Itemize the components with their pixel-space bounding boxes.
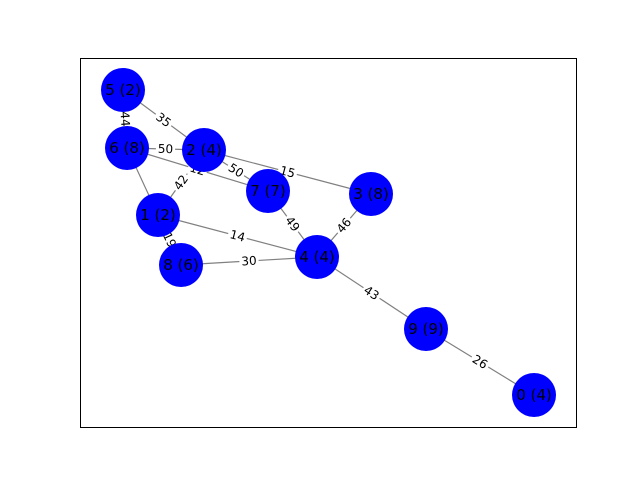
edge-weight-label: 50: [155, 141, 176, 157]
node-0: 0 (4): [512, 373, 556, 417]
edge-weight-bg: [468, 351, 492, 373]
node-1: 1 (2): [136, 193, 180, 237]
edge-weight-text: 50: [226, 160, 246, 180]
edge-weight-text: 44: [117, 111, 132, 127]
edge-weight-bg: [155, 141, 176, 157]
edge-weight-label: 30: [239, 253, 259, 269]
edge-weight-bg: [239, 253, 259, 269]
edge-weight-label: 26: [468, 351, 492, 373]
node-label: 0 (4): [516, 386, 552, 404]
node-3: 3 (8): [349, 172, 393, 216]
node-label: 7 (7): [250, 182, 286, 200]
node-label: 2 (4): [186, 141, 222, 159]
node-circle: [512, 373, 556, 417]
node-2: 2 (4): [182, 128, 226, 172]
node-label: 3 (8): [353, 185, 389, 203]
edge-weight-text: 43: [361, 283, 381, 303]
edge-weight-bg: [332, 213, 356, 238]
edge-weight-label: 14: [226, 226, 249, 246]
edge-weight-bg: [117, 108, 133, 130]
edge-weight-text: 46: [334, 215, 355, 236]
node-9: 9 (9): [404, 307, 448, 351]
node-circle: [101, 68, 145, 112]
edge-weight-bg: [359, 281, 384, 305]
edge-weight-text: 30: [241, 254, 257, 269]
node-circle: [182, 128, 226, 172]
edge-weight-bg: [169, 170, 193, 195]
node-5: 5 (2): [101, 68, 145, 112]
edge-labels-layer: 3544501250154219143049464326: [117, 108, 492, 373]
node-label: 1 (2): [140, 206, 176, 224]
edge-weight-text: 35: [153, 110, 174, 130]
edge-weight-label: 44: [117, 108, 133, 130]
nodes-layer: 0 (4) 1 (2) 2 (4) 3 (8) 4 (4) 5 (2) 6 (8) 7 (7)…: [101, 68, 556, 417]
edge-weight-text: 42: [171, 172, 191, 193]
node-circle: [295, 235, 339, 279]
node-label: 6 (8): [109, 139, 145, 157]
node-label: 9 (9): [408, 320, 444, 338]
edge-weight-text: 14: [228, 227, 246, 244]
edge-weight-bg: [151, 108, 176, 132]
node-circle: [105, 126, 149, 170]
node-label: 8 (6): [163, 256, 199, 274]
node-circle: [159, 243, 203, 287]
node-circle: [349, 172, 393, 216]
edge-weight-text: 49: [282, 214, 302, 235]
edge-weight-text: 26: [470, 352, 490, 372]
edge-weight-bg: [224, 159, 248, 182]
edge-weight-bg: [226, 226, 249, 246]
edge-weight-text: 50: [158, 142, 174, 156]
node-circle: [136, 193, 180, 237]
node-label: 5 (2): [105, 81, 141, 99]
edge-weight-label: 43: [359, 281, 384, 305]
node-8: 8 (6): [159, 243, 203, 287]
plot-frame: [80, 58, 577, 428]
edge-weight-label: 50: [224, 159, 248, 182]
node-circle: [404, 307, 448, 351]
edge-weight-label: 46: [332, 213, 356, 238]
node-6: 6 (8): [105, 126, 149, 170]
node-7: 7 (7): [246, 169, 290, 213]
edge-weight-bg: [281, 212, 304, 236]
node-4: 4 (4): [295, 235, 339, 279]
node-circle: [246, 169, 290, 213]
edge-weight-label: 35: [151, 108, 176, 132]
edge-weight-label: 49: [281, 212, 304, 236]
node-label: 4 (4): [299, 248, 335, 266]
